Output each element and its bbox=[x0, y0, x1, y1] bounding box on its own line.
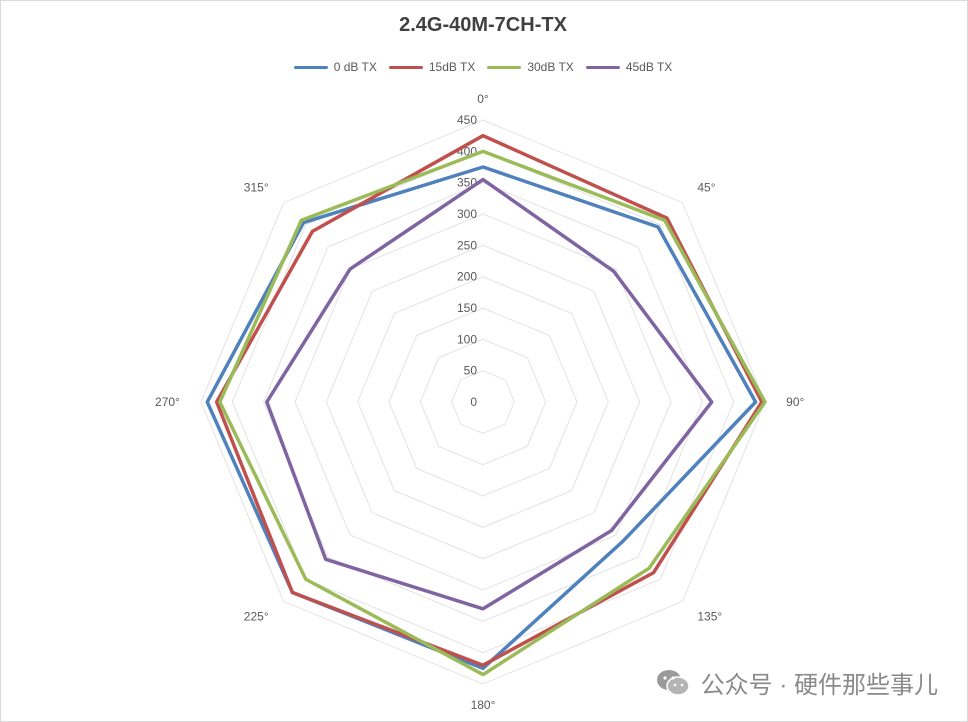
legend-swatch bbox=[388, 65, 423, 69]
tick-label: 450 bbox=[457, 113, 477, 127]
tick-label: 350 bbox=[457, 176, 477, 190]
chart-title: 2.4G-40M-7CH-TX bbox=[399, 14, 567, 36]
tick-label: 300 bbox=[457, 207, 477, 221]
angle-label: 315° bbox=[244, 181, 269, 195]
legend-label: 30dB TX bbox=[527, 60, 574, 74]
tick-label: 250 bbox=[457, 238, 477, 252]
legend-label: 0 dB TX bbox=[333, 60, 377, 74]
legend-label: 45dB TX bbox=[625, 60, 673, 74]
legend-label: 15dB TX bbox=[428, 60, 476, 74]
series-line bbox=[214, 133, 764, 667]
legend-item: 0 dB TX bbox=[293, 60, 377, 74]
grid-ring bbox=[200, 119, 766, 685]
tick-label: 0 bbox=[470, 395, 477, 409]
tick-label: 150 bbox=[457, 301, 477, 315]
grid-ring bbox=[451, 370, 515, 434]
tick-label: 50 bbox=[464, 364, 478, 378]
angle-label: 135° bbox=[697, 609, 722, 623]
series-line bbox=[265, 177, 714, 611]
angle-label: 225° bbox=[244, 609, 269, 623]
grid-ring bbox=[263, 182, 703, 622]
legend-swatch bbox=[487, 65, 522, 69]
angle-label: 90° bbox=[786, 395, 804, 409]
grid-ring bbox=[388, 307, 578, 497]
legend-item: 15dB TX bbox=[388, 60, 476, 74]
angle-label: 180° bbox=[471, 698, 496, 712]
angle-label: 270° bbox=[155, 395, 180, 409]
legend-swatch bbox=[293, 65, 328, 69]
watermark-text: 公众号 · 硬件那些事儿 bbox=[700, 672, 938, 699]
tick-label: 100 bbox=[457, 332, 477, 346]
watermark: 公众号 · 硬件那些事儿 bbox=[655, 665, 938, 700]
series-line bbox=[205, 165, 758, 671]
legend-item: 45dB TX bbox=[585, 60, 673, 74]
angle-label: 0° bbox=[477, 92, 489, 106]
series-line bbox=[218, 149, 767, 677]
legend-item: 30dB TX bbox=[487, 60, 574, 74]
tick-label: 200 bbox=[457, 270, 477, 284]
legend-swatch bbox=[585, 65, 620, 69]
wechat-icon bbox=[656, 669, 690, 696]
grid-ring bbox=[419, 338, 547, 466]
grid-ring bbox=[294, 213, 672, 591]
grid-ring bbox=[325, 244, 641, 560]
grid-ring bbox=[357, 276, 609, 528]
angle-label: 45° bbox=[697, 181, 715, 195]
chart-legend: 0 dB TX 15dB TX 30dB TX 45dB TX bbox=[0, 60, 966, 74]
